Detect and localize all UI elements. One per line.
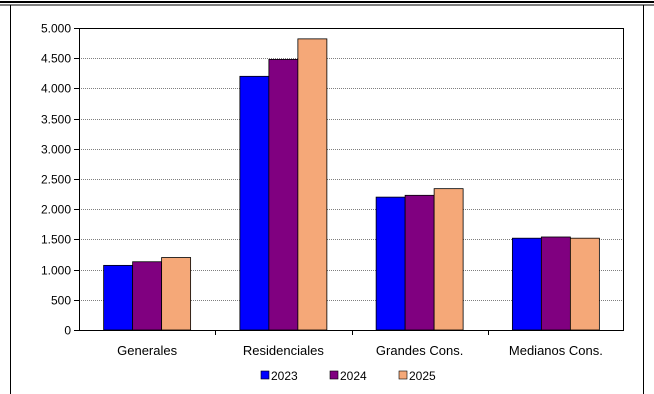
legend-swatch-2025 [398,370,408,380]
x-category-label: Generales [117,343,177,358]
legend-label-2024: 2024 [340,369,367,383]
legend: 2023 2024 2025 [260,369,436,383]
y-tick-label: 5.000 [41,22,71,36]
y-tick-label: 4.000 [41,82,71,96]
y-tick-label: 3.500 [41,113,71,127]
bar-2025-2 [433,188,464,331]
y-tick-label: 500 [51,294,71,308]
legend-label-2023: 2023 [271,369,298,383]
y-tick-label: 1.000 [41,264,71,278]
axes [74,28,624,335]
legend-label-2025: 2025 [409,369,436,383]
y-tick-label: 1.500 [41,233,71,247]
bars [103,38,600,331]
bar-2025-0 [161,257,192,331]
y-tick-label: 2.500 [41,173,71,187]
bar-2025-1 [297,38,328,331]
y-tick-label: 2.000 [41,203,71,217]
y-tick-label: 3.000 [41,143,71,157]
bar-2024-1 [268,59,299,331]
bar-2024-0 [132,261,163,331]
bar-2023-2 [375,196,406,331]
axis-labels: 0 500 1.000 1.500 2.000 2.500 3.000 3.500 4.000 4… [41,22,603,359]
legend-swatch-2023 [260,370,270,380]
x-category-label: Grandes Cons. [376,343,463,358]
bar-2023-0 [103,264,134,331]
bar-2023-1 [239,75,270,331]
x-category-label: Residenciales [243,343,324,358]
bar-2024-2 [404,194,435,331]
y-tick-label: 4.500 [41,52,71,66]
bar-2024-3 [540,236,571,331]
x-category-label: Medianos Cons. [509,343,603,358]
plot-area-border [79,28,624,331]
y-tick-label: 0 [64,324,71,338]
legend-swatch-2024 [329,370,339,380]
bar-2025-3 [569,237,600,331]
bar-2023-3 [511,237,542,331]
